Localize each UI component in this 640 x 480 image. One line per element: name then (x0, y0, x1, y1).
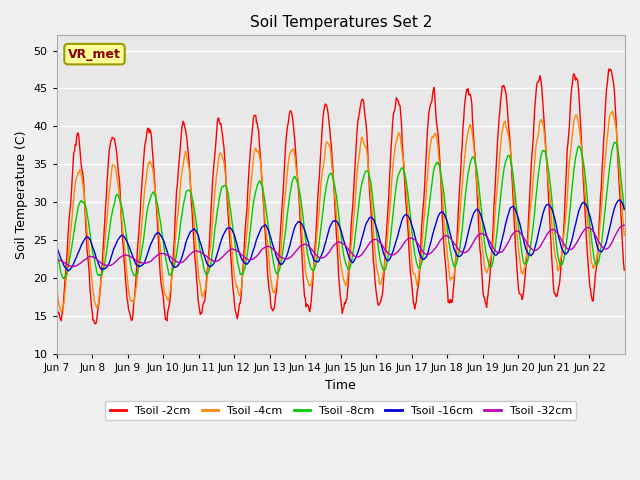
Tsoil -2cm (274, 273, 282, 278)
Tsoil -4cm (609, 108, 616, 114)
Tsoil -4cm (620, 233, 628, 239)
Tsoil -4cm (274, 273, 282, 278)
Tsoil -16cm (274, 258, 282, 264)
Tsoil -8cm (53, 247, 61, 253)
Tsoil -16cm (432, 222, 440, 228)
Tsoil -2cm (53, 304, 61, 310)
Tsoil -32cm (400, 241, 408, 247)
Line: Tsoil -16cm: Tsoil -16cm (57, 200, 624, 271)
Tsoil -16cm (225, 226, 232, 231)
Tsoil -32cm (225, 248, 232, 254)
Tsoil -16cm (53, 245, 61, 251)
Tsoil -2cm (432, 106, 440, 112)
Tsoil -2cm (400, 165, 408, 171)
Tsoil -32cm (120, 252, 128, 258)
Title: Soil Temperatures Set 2: Soil Temperatures Set 2 (250, 15, 432, 30)
Legend: Tsoil -2cm, Tsoil -4cm, Tsoil -8cm, Tsoil -16cm, Tsoil -32cm: Tsoil -2cm, Tsoil -4cm, Tsoil -8cm, Tsoi… (105, 401, 577, 420)
Tsoil -2cm (253, 120, 260, 126)
Text: VR_met: VR_met (68, 48, 121, 60)
Tsoil -16cm (120, 234, 128, 240)
Tsoil -32cm (253, 253, 260, 259)
Tsoil -2cm (620, 267, 628, 273)
Tsoil -8cm (253, 186, 260, 192)
Tsoil -8cm (432, 162, 440, 168)
Tsoil -4cm (225, 202, 232, 207)
Tsoil -2cm (225, 215, 232, 221)
Tsoil -16cm (253, 237, 260, 242)
Tsoil -4cm (58, 308, 65, 314)
Tsoil -8cm (611, 139, 618, 145)
Tsoil -4cm (120, 239, 128, 245)
Tsoil -2cm (605, 66, 612, 72)
Tsoil -16cm (400, 214, 408, 219)
Tsoil -32cm (69, 264, 77, 269)
Tsoil -32cm (620, 222, 627, 228)
Tsoil -8cm (60, 276, 67, 281)
Tsoil -8cm (120, 217, 128, 223)
Line: Tsoil -4cm: Tsoil -4cm (57, 111, 624, 311)
Tsoil -16cm (616, 197, 623, 203)
Tsoil -32cm (274, 252, 282, 258)
Tsoil -2cm (92, 321, 99, 326)
Tsoil -4cm (400, 159, 408, 165)
Tsoil -16cm (620, 206, 628, 212)
Line: Tsoil -8cm: Tsoil -8cm (57, 142, 624, 278)
Tsoil -2cm (120, 257, 128, 263)
Tsoil -32cm (620, 222, 628, 228)
Tsoil -4cm (53, 283, 61, 289)
Tsoil -16cm (65, 268, 72, 274)
X-axis label: Time: Time (326, 379, 356, 392)
Tsoil -4cm (253, 149, 260, 155)
Tsoil -32cm (53, 257, 61, 263)
Tsoil -8cm (274, 270, 282, 276)
Y-axis label: Soil Temperature (C): Soil Temperature (C) (15, 131, 28, 259)
Line: Tsoil -32cm: Tsoil -32cm (57, 225, 624, 266)
Tsoil -8cm (225, 192, 232, 198)
Tsoil -8cm (400, 168, 408, 174)
Line: Tsoil -2cm: Tsoil -2cm (57, 69, 624, 324)
Tsoil -8cm (620, 207, 628, 213)
Tsoil -4cm (432, 131, 440, 137)
Tsoil -32cm (432, 245, 440, 251)
